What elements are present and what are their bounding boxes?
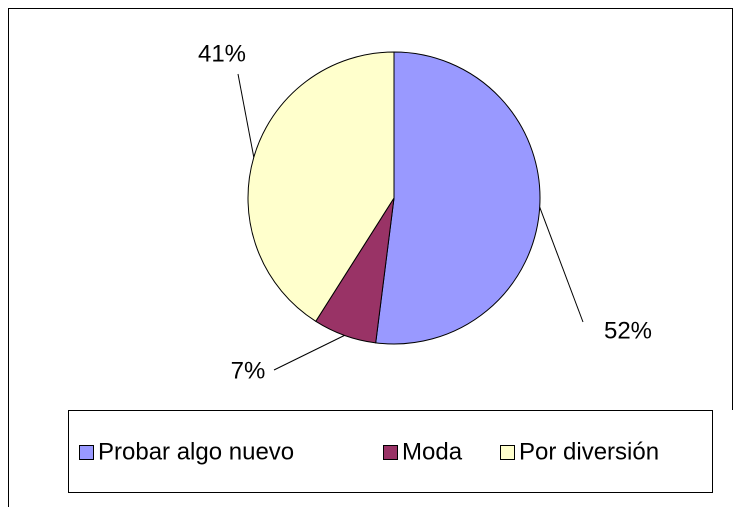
- data-label: 7%: [231, 357, 266, 384]
- leader-line: [237, 73, 255, 158]
- legend-label: Moda: [402, 438, 463, 465]
- leader-line: [539, 206, 584, 323]
- legend-label: Probar algo nuevo: [98, 438, 294, 465]
- leader-line: [273, 334, 345, 371]
- legend-swatch: [79, 445, 94, 460]
- data-label: 52%: [604, 317, 652, 344]
- legend-label: Por diversión: [519, 438, 659, 465]
- legend-swatch: [383, 445, 398, 460]
- chart-frame: [8, 8, 733, 507]
- legend-swatch: [500, 445, 515, 460]
- data-label: 41%: [198, 40, 246, 67]
- pie-slice: [375, 51, 541, 345]
